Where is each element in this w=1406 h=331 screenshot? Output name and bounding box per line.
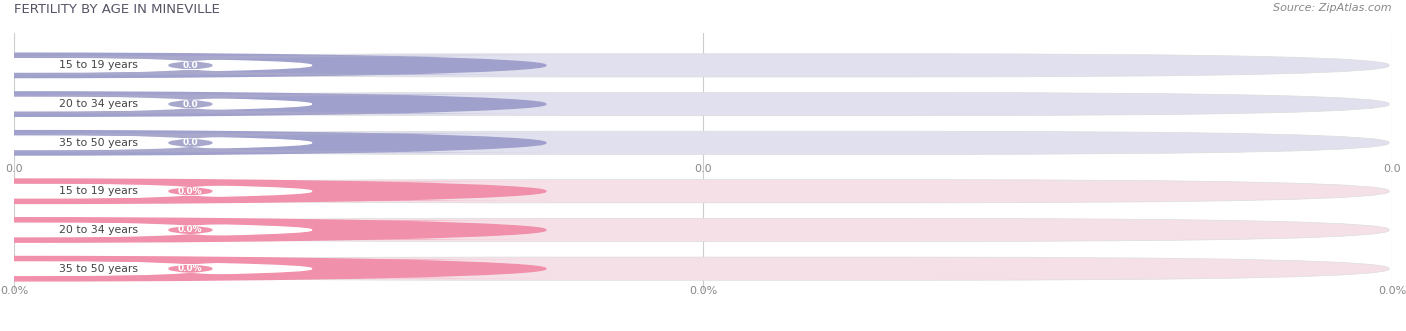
Text: 0.0: 0.0 — [6, 164, 22, 174]
Text: 0.0%: 0.0% — [179, 264, 202, 273]
FancyBboxPatch shape — [0, 220, 447, 240]
FancyBboxPatch shape — [15, 218, 1389, 242]
FancyBboxPatch shape — [15, 131, 1389, 155]
FancyBboxPatch shape — [0, 182, 554, 201]
FancyBboxPatch shape — [15, 180, 1389, 203]
FancyBboxPatch shape — [0, 220, 554, 240]
FancyBboxPatch shape — [0, 182, 447, 201]
Text: 0.0%: 0.0% — [179, 225, 202, 234]
Circle shape — [0, 136, 312, 150]
FancyBboxPatch shape — [15, 92, 1389, 116]
Circle shape — [0, 257, 546, 281]
Circle shape — [0, 218, 546, 242]
Circle shape — [0, 53, 546, 77]
Text: 20 to 34 years: 20 to 34 years — [59, 99, 138, 109]
Circle shape — [0, 97, 312, 111]
FancyBboxPatch shape — [15, 257, 1389, 280]
Circle shape — [0, 262, 312, 275]
FancyBboxPatch shape — [0, 56, 554, 75]
FancyBboxPatch shape — [15, 54, 1389, 77]
Text: 35 to 50 years: 35 to 50 years — [59, 138, 138, 148]
Text: 0.0%: 0.0% — [179, 187, 202, 196]
Text: 0.0: 0.0 — [1384, 164, 1400, 174]
Text: 0.0: 0.0 — [695, 164, 711, 174]
Circle shape — [0, 92, 546, 116]
FancyBboxPatch shape — [0, 56, 447, 75]
FancyBboxPatch shape — [0, 133, 447, 152]
FancyBboxPatch shape — [0, 95, 554, 114]
Text: 0.0%: 0.0% — [689, 286, 717, 297]
Text: 20 to 34 years: 20 to 34 years — [59, 225, 138, 235]
Text: 0.0: 0.0 — [183, 138, 198, 147]
FancyBboxPatch shape — [0, 95, 447, 114]
Text: 35 to 50 years: 35 to 50 years — [59, 264, 138, 274]
Circle shape — [0, 179, 546, 204]
Circle shape — [0, 223, 312, 237]
Circle shape — [0, 131, 546, 155]
FancyBboxPatch shape — [0, 133, 554, 152]
Text: 0.0%: 0.0% — [1378, 286, 1406, 297]
Text: 15 to 19 years: 15 to 19 years — [59, 186, 138, 196]
Text: 15 to 19 years: 15 to 19 years — [59, 60, 138, 71]
Text: 0.0: 0.0 — [183, 61, 198, 70]
Circle shape — [0, 184, 312, 198]
Text: 0.0%: 0.0% — [0, 286, 28, 297]
FancyBboxPatch shape — [0, 259, 447, 278]
Text: 0.0: 0.0 — [183, 100, 198, 109]
Text: FERTILITY BY AGE IN MINEVILLE: FERTILITY BY AGE IN MINEVILLE — [14, 3, 219, 16]
Circle shape — [0, 59, 312, 72]
Text: Source: ZipAtlas.com: Source: ZipAtlas.com — [1274, 3, 1392, 13]
FancyBboxPatch shape — [0, 259, 554, 278]
